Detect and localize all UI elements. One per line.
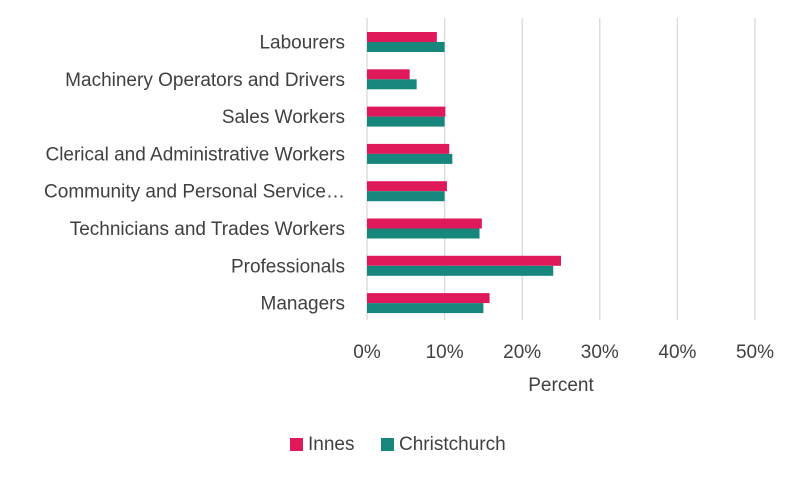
x-tick-label: 0% [353, 342, 381, 363]
bar-innes [367, 106, 446, 117]
legend: Innes Christchurch [290, 434, 506, 455]
bar-innes [367, 255, 561, 266]
bar-innes [367, 69, 410, 80]
bar-christchurch [367, 228, 480, 239]
category-label: Clerical and Administrative Workers [45, 144, 345, 165]
category-label: Labourers [259, 33, 345, 54]
legend-label: Innes [308, 434, 354, 455]
bar-christchurch [367, 191, 445, 202]
bar-christchurch [367, 303, 484, 314]
bar-christchurch [367, 116, 445, 127]
bar-innes [367, 32, 437, 42]
legend-label: Christchurch [399, 434, 506, 455]
bar-christchurch [367, 153, 453, 164]
legend-swatch-innes [290, 438, 303, 451]
bar-christchurch [367, 265, 554, 276]
x-tick-label: 40% [658, 342, 696, 363]
x-tick-labels: 0% 10% 20% 30% 40% 50% [353, 342, 774, 363]
bar-innes [367, 293, 490, 304]
legend-swatch-christchurch [381, 438, 394, 451]
category-label: Community and Personal Service… [44, 182, 345, 203]
bar-innes [367, 143, 450, 154]
bar-innes [367, 181, 447, 192]
x-axis-title: Percent [528, 375, 594, 396]
category-label: Machinery Operators and Drivers [65, 70, 345, 91]
category-labels: Labourers Machinery Operators and Drivers… [44, 33, 345, 315]
category-label: Professionals [231, 256, 345, 277]
x-tick-label: 30% [581, 342, 619, 363]
bar-christchurch [367, 42, 445, 52]
category-label: Managers [261, 294, 346, 315]
category-label: Technicians and Trades Workers [70, 219, 345, 240]
category-label: Sales Workers [222, 107, 345, 128]
x-tick-label: 10% [426, 342, 464, 363]
bars [367, 32, 561, 314]
bar-christchurch [367, 79, 417, 90]
bar-innes [367, 218, 482, 229]
x-tick-label: 20% [503, 342, 541, 363]
x-tick-label: 50% [736, 342, 774, 363]
